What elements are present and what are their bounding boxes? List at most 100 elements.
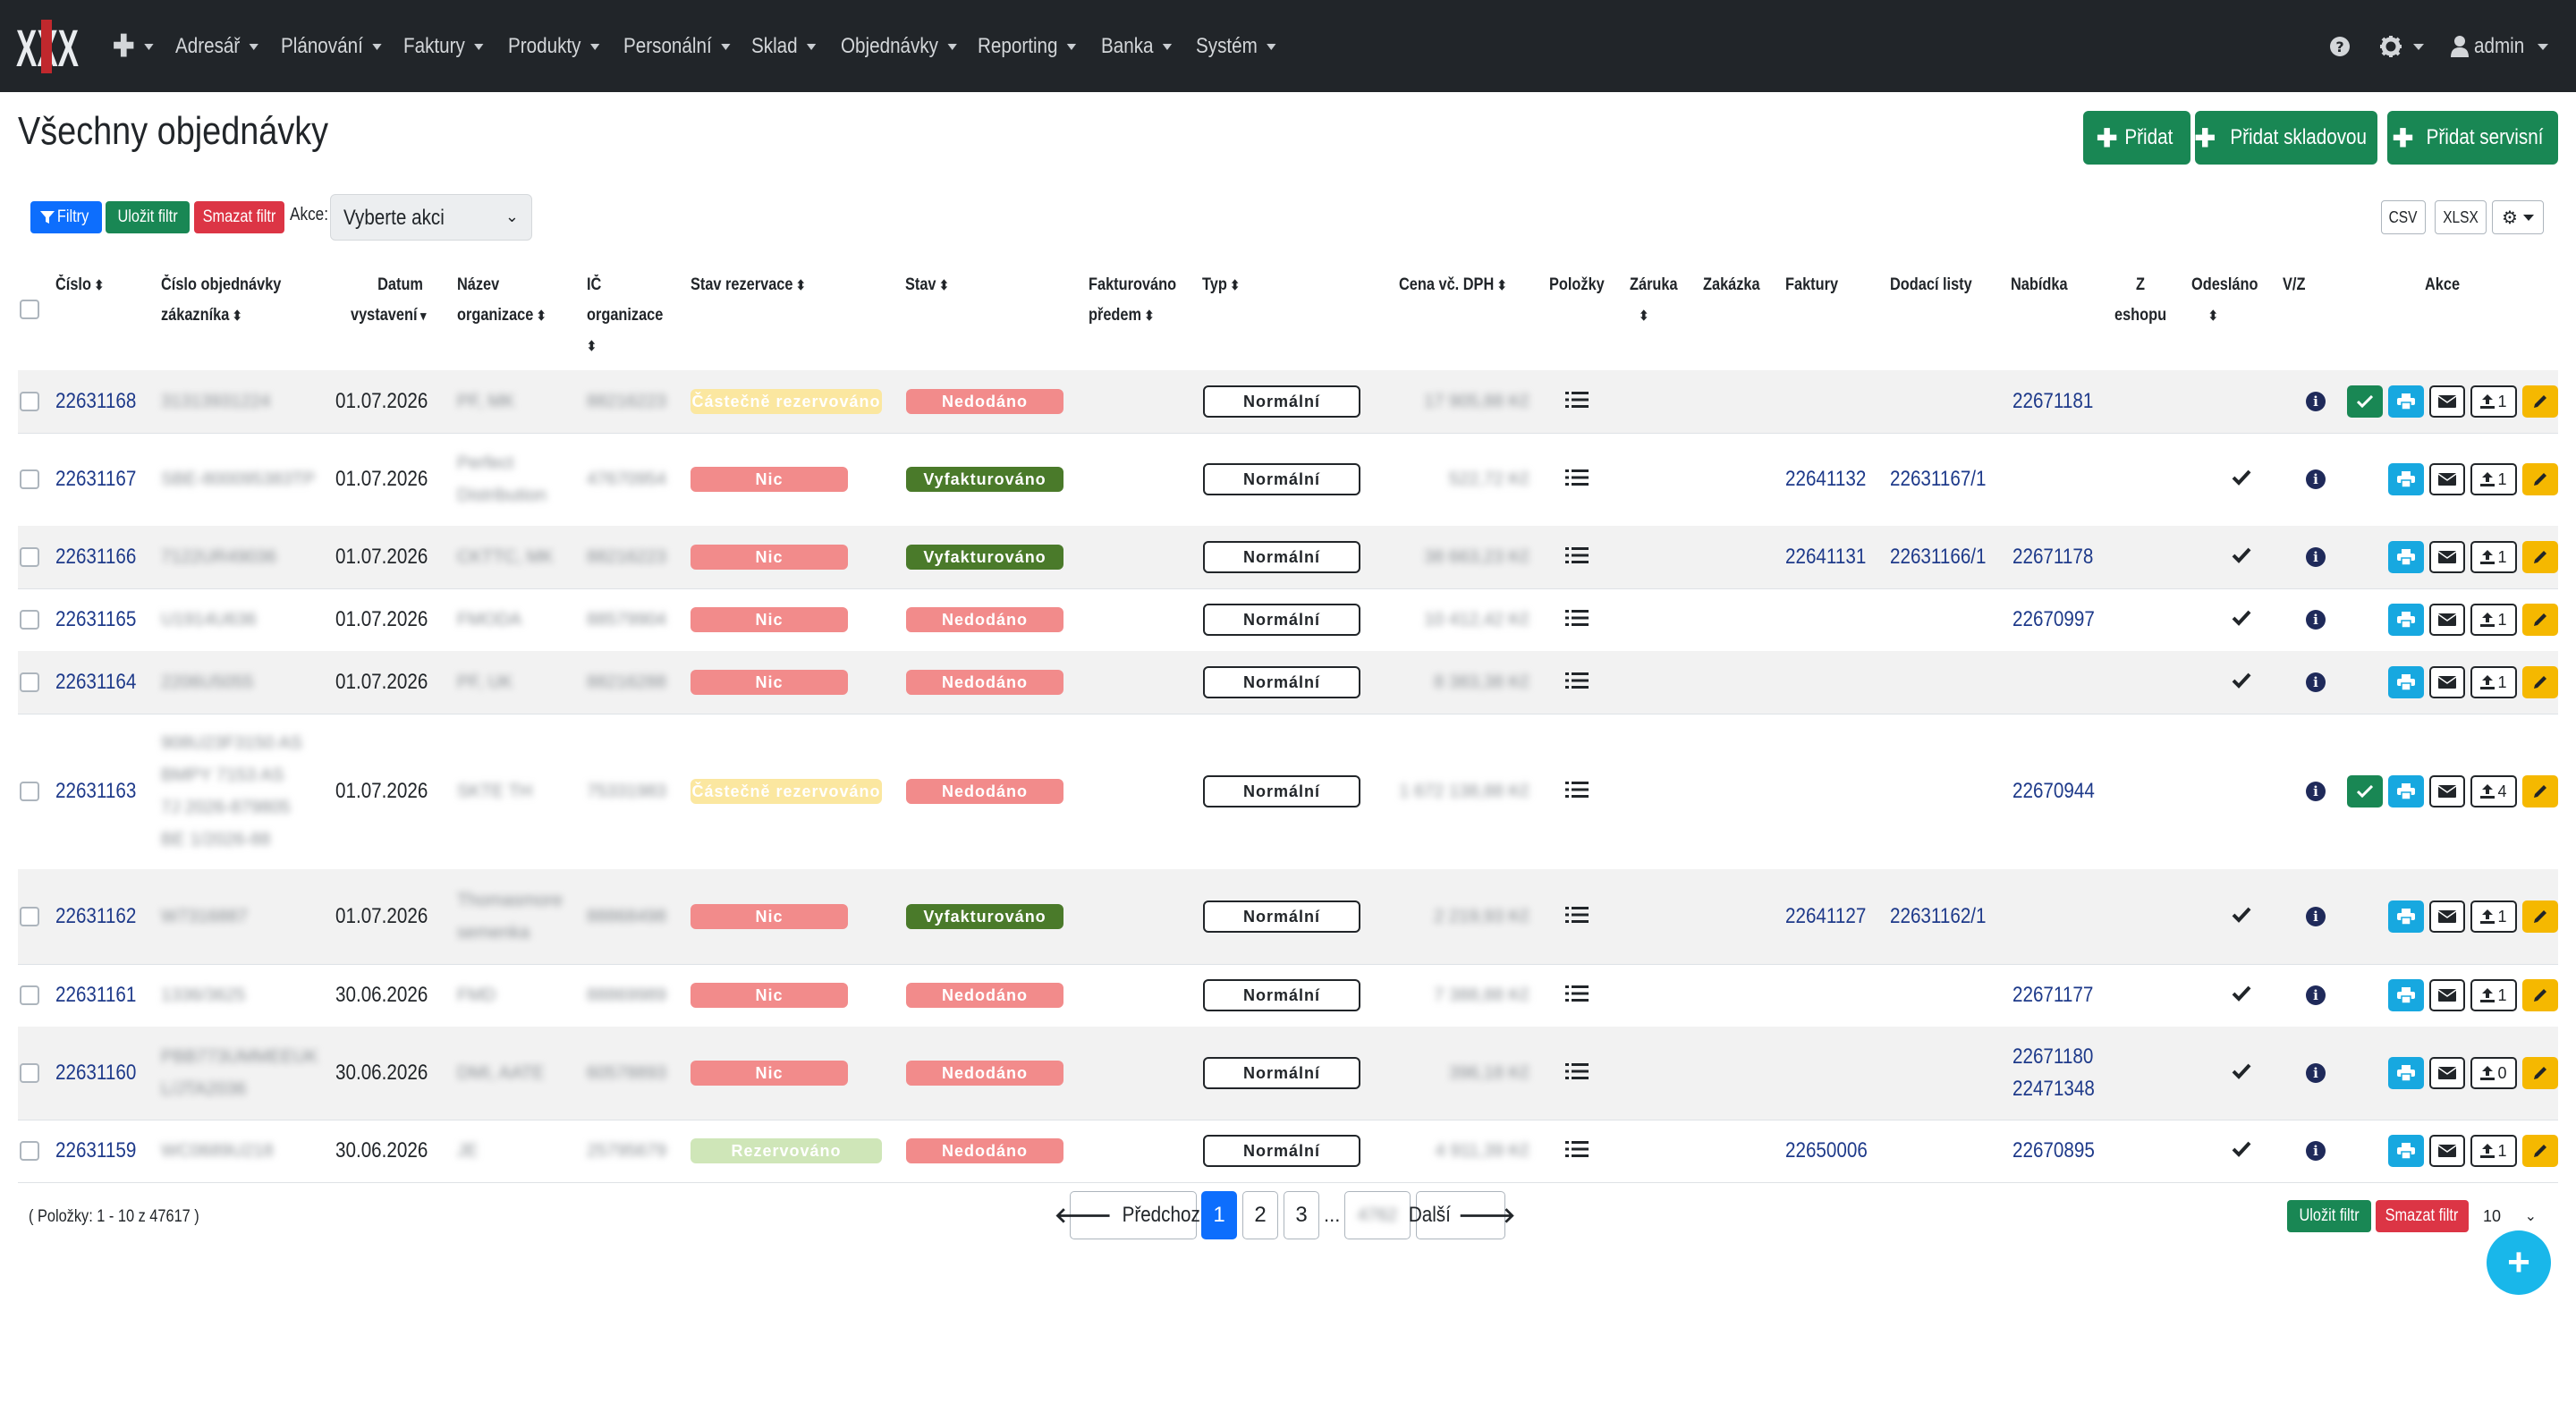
info-icon[interactable]: i xyxy=(2306,985,2326,1005)
row-checkbox[interactable] xyxy=(20,392,39,411)
row-checkbox[interactable] xyxy=(20,610,39,630)
col-ic[interactable]: IČ organizace ⬍ xyxy=(587,270,663,362)
info-icon[interactable]: i xyxy=(2306,907,2326,926)
offer-link[interactable]: 22671177 xyxy=(2012,983,2094,1007)
print-button[interactable] xyxy=(2388,541,2424,573)
email-button[interactable] xyxy=(2429,979,2465,1011)
items-list-icon[interactable] xyxy=(1565,1062,1589,1085)
col-zaruka[interactable]: Záruka ⬍ xyxy=(1630,270,1678,332)
col-odeslano[interactable]: Odesláno ⬍ xyxy=(2191,270,2258,332)
col-fakturovano-predem[interactable]: Fakturováno předem ⬍ xyxy=(1089,270,1176,332)
row-checkbox[interactable] xyxy=(20,985,39,1005)
edit-button[interactable] xyxy=(2522,604,2558,636)
bulk-action-select[interactable]: Vyberte akci ⌄ xyxy=(330,194,532,241)
delivery-note-link[interactable]: 22631166/1 xyxy=(1890,545,1987,569)
edit-button[interactable] xyxy=(2522,666,2558,698)
column-settings-button[interactable]: ⚙ xyxy=(2492,200,2544,234)
info-icon[interactable]: i xyxy=(2306,782,2326,801)
row-checkbox[interactable] xyxy=(20,782,39,801)
add-stock-order-button[interactable]: ✚ Přidat skladovou xyxy=(2195,111,2377,165)
email-button[interactable] xyxy=(2429,666,2465,698)
filters-button[interactable]: Filtry xyxy=(30,201,102,233)
page-3[interactable]: 3 xyxy=(1284,1191,1319,1239)
upload-button[interactable]: 1 xyxy=(2470,604,2517,636)
email-button[interactable] xyxy=(2429,1135,2465,1167)
info-icon[interactable]: i xyxy=(2306,610,2326,630)
upload-button[interactable]: 1 xyxy=(2470,979,2517,1011)
edit-button[interactable] xyxy=(2522,1057,2558,1089)
col-stav-rezervace[interactable]: Stav rezervace ⬍ xyxy=(691,270,806,301)
nav-item-2[interactable]: Faktury xyxy=(403,30,484,63)
col-nazev[interactable]: Název organizace ⬍ xyxy=(457,270,547,332)
edit-button[interactable] xyxy=(2522,385,2558,418)
email-button[interactable] xyxy=(2429,900,2465,933)
items-list-icon[interactable] xyxy=(1565,391,1589,413)
invoice-link[interactable]: 22650006 xyxy=(1785,1138,1868,1163)
row-checkbox[interactable] xyxy=(20,547,39,567)
row-checkbox[interactable] xyxy=(20,907,39,926)
email-button[interactable] xyxy=(2429,604,2465,636)
items-list-icon[interactable] xyxy=(1565,609,1589,631)
col-cena[interactable]: Cena vč. DPH ⬍ xyxy=(1399,270,1507,301)
edit-button[interactable] xyxy=(2522,1135,2558,1167)
items-list-icon[interactable] xyxy=(1565,1140,1589,1163)
upload-button[interactable]: 1 xyxy=(2470,1135,2517,1167)
order-number-link[interactable]: 22631168 xyxy=(55,389,137,413)
items-list-icon[interactable] xyxy=(1565,469,1589,491)
offer-link[interactable]: 22671180 xyxy=(2012,1044,2094,1069)
upload-button[interactable]: 1 xyxy=(2470,385,2517,418)
select-all-checkbox[interactable] xyxy=(20,300,39,319)
order-number-link[interactable]: 22631166 xyxy=(55,545,137,569)
row-checkbox[interactable] xyxy=(20,1063,39,1083)
offer-link[interactable]: 22471348 xyxy=(2012,1077,2095,1101)
edit-button[interactable] xyxy=(2522,463,2558,495)
delivery-note-link[interactable]: 22631162/1 xyxy=(1890,904,1987,928)
print-button[interactable] xyxy=(2388,1135,2424,1167)
items-list-icon[interactable] xyxy=(1565,546,1589,569)
nav-item-7[interactable]: Reporting xyxy=(978,30,1077,63)
print-button[interactable] xyxy=(2388,666,2424,698)
col-typ[interactable]: Typ ⬍ xyxy=(1202,270,1240,301)
row-checkbox[interactable] xyxy=(20,1141,39,1161)
edit-button[interactable] xyxy=(2522,979,2558,1011)
email-button[interactable] xyxy=(2429,385,2465,418)
delivery-note-link[interactable]: 22631167/1 xyxy=(1890,467,1987,491)
floating-add-button[interactable]: + xyxy=(2487,1230,2551,1295)
order-number-link[interactable]: 22631165 xyxy=(55,607,137,631)
help-icon[interactable]: ? xyxy=(2329,30,2351,63)
email-button[interactable] xyxy=(2429,463,2465,495)
quick-add-menu[interactable]: ✚ xyxy=(113,30,154,63)
items-list-icon[interactable] xyxy=(1565,781,1589,803)
nav-item-4[interactable]: Personální xyxy=(623,30,731,63)
info-icon[interactable]: i xyxy=(2306,672,2326,692)
row-checkbox[interactable] xyxy=(20,469,39,489)
order-number-link[interactable]: 22631167 xyxy=(55,467,137,491)
email-button[interactable] xyxy=(2429,775,2465,807)
invoice-link[interactable]: 22641127 xyxy=(1785,904,1867,928)
page-size-select[interactable]: 10 ⌄ xyxy=(2483,1206,2537,1225)
export-xlsx-button[interactable]: XLSX xyxy=(2435,200,2487,234)
save-filter-button[interactable]: Uložit filtr xyxy=(106,201,190,233)
items-list-icon[interactable] xyxy=(1565,985,1589,1007)
save-filter-button-bottom[interactable]: Uložit filtr xyxy=(2287,1200,2371,1232)
upload-button[interactable]: 1 xyxy=(2470,666,2517,698)
offer-link[interactable]: 22670944 xyxy=(2012,779,2095,803)
info-icon[interactable]: i xyxy=(2306,1141,2326,1161)
confirm-button[interactable] xyxy=(2347,775,2383,807)
edit-button[interactable] xyxy=(2522,900,2558,933)
page-1[interactable]: 1 xyxy=(1201,1191,1237,1239)
email-button[interactable] xyxy=(2429,1057,2465,1089)
nav-item-5[interactable]: Sklad xyxy=(751,30,817,63)
items-list-icon[interactable] xyxy=(1565,672,1589,694)
nav-item-6[interactable]: Objednávky xyxy=(841,30,957,63)
offer-link[interactable]: 22671178 xyxy=(2012,545,2094,569)
print-button[interactable] xyxy=(2388,385,2424,418)
next-page-button[interactable]: Další 🡒 xyxy=(1409,1191,1516,1239)
add-service-order-button[interactable]: ✚ Přidat servisní xyxy=(2387,111,2558,165)
order-number-link[interactable]: 22631162 xyxy=(55,904,137,928)
items-list-icon[interactable] xyxy=(1565,906,1589,928)
edit-button[interactable] xyxy=(2522,541,2558,573)
nav-item-1[interactable]: Plánování xyxy=(281,30,382,63)
col-stav[interactable]: Stav ⬍ xyxy=(905,270,949,301)
invoice-link[interactable]: 22641132 xyxy=(1785,467,1867,491)
